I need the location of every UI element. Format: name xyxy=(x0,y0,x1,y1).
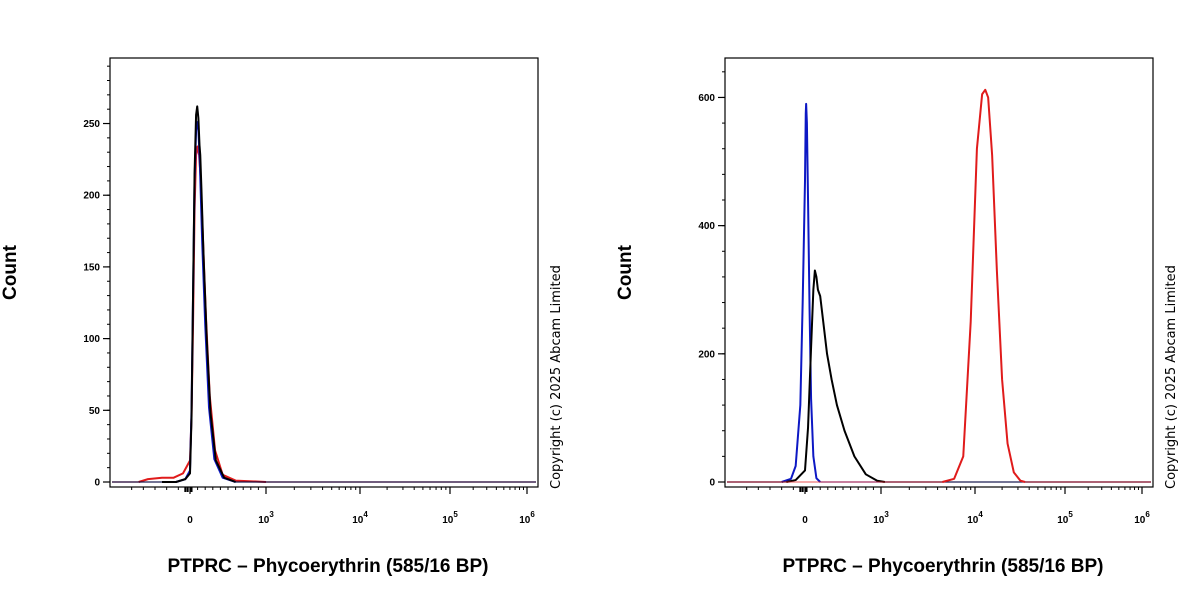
chart-left: 0 50 100 150 200 250 0 103 104 105 106 Count PTPRC –… xyxy=(0,57,564,577)
copyright-text: Copyright (c) 2025 Abcam Limited xyxy=(549,265,564,489)
x-axis-label: PTPRC – Phycoerythrin (585/16 BP) xyxy=(783,556,1104,577)
y-tick-label: 0 xyxy=(94,478,100,489)
right-series-curve-red xyxy=(942,88,1026,483)
x-tick-label: 103 xyxy=(873,510,889,526)
y-axis-label: Count xyxy=(0,244,21,300)
x-tick-label: 104 xyxy=(352,510,368,526)
right-series-curve-blue xyxy=(781,102,821,483)
y-tick-label: 250 xyxy=(83,119,100,130)
left-series-curve-black xyxy=(162,105,236,483)
y-tick-label: 150 xyxy=(83,262,100,273)
y-tick-label: 0 xyxy=(709,478,715,489)
right-series-curve-black xyxy=(786,269,886,483)
plot-frame xyxy=(724,57,1154,488)
x-tick-label: 103 xyxy=(258,510,274,526)
x-tick-label: 106 xyxy=(519,510,535,526)
x-tick-label: 106 xyxy=(1134,510,1150,526)
histogram-left: 0 50 100 150 200 250 0 103 104 105 106 Count PTPRC –… xyxy=(0,57,564,577)
y-axis-label: Count xyxy=(615,244,636,300)
chart-right: 0 200 400 600 0 103 104 105 106 Count PTPRC – Phyc… xyxy=(615,0,1200,600)
x-tick-label: 0 xyxy=(187,515,193,526)
y-tick-label: 50 xyxy=(89,406,101,417)
plot-frame xyxy=(109,57,539,488)
x-tick-label: 105 xyxy=(442,510,458,526)
histogram-right: 0 200 400 600 0 103 104 105 106 Count PTPRC – Phyc… xyxy=(615,57,1179,577)
copyright-text: Copyright (c) 2025 Abcam Limited xyxy=(1164,265,1179,489)
x-tick-label: 105 xyxy=(1057,510,1073,526)
y-tick-label: 400 xyxy=(698,221,715,232)
left-series-curve-blue xyxy=(162,121,236,483)
y-tick-label: 100 xyxy=(83,334,100,345)
y-tick-label: 200 xyxy=(83,191,100,202)
y-tick-label: 200 xyxy=(698,349,715,360)
x-tick-label: 104 xyxy=(967,510,983,526)
y-tick-label: 600 xyxy=(698,93,715,104)
x-axis-label: PTPRC – Phycoerythrin (585/16 BP) xyxy=(168,556,489,577)
x-tick-label: 0 xyxy=(802,515,808,526)
